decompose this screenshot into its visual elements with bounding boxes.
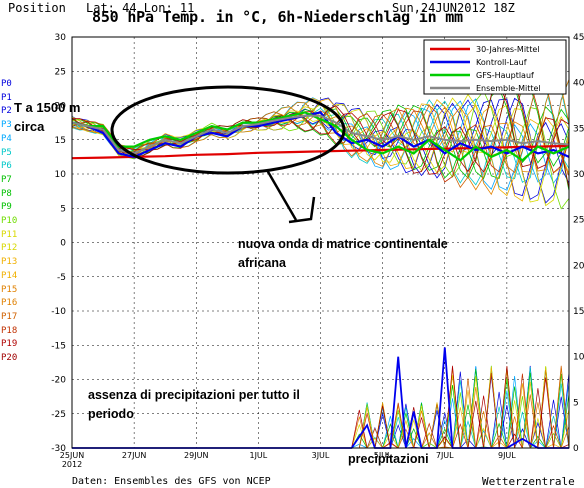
- y-left-tick-label: -5: [57, 273, 66, 283]
- y-left-tick-label: 30: [55, 33, 67, 43]
- member-label: P18: [1, 325, 18, 336]
- y-left-tick-label: 25: [55, 67, 66, 77]
- member-label: P1: [1, 92, 12, 103]
- x-tick-label: 1JUL: [249, 451, 267, 460]
- annotation-t1500: T a 1500 m: [14, 100, 81, 115]
- x-tick-label: 9JUL: [498, 451, 516, 460]
- chart-title: 850 hPa Temp. in °C, 6h-Niederschlag in …: [92, 8, 463, 26]
- y-right-tick-label: 40: [573, 79, 584, 89]
- header-lat-lon: Lat: 44 Lon: 11: [86, 1, 195, 15]
- footer-source: Daten: Ensembles des GFS von NCEP: [72, 476, 271, 487]
- ensemble-member-line: [71, 77, 570, 189]
- ensemble-member-line: [71, 78, 570, 184]
- member-label: P12: [1, 243, 18, 254]
- member-label: P19: [1, 339, 18, 350]
- x-tick-label: 27JUN: [122, 451, 146, 460]
- member-label: P10: [1, 216, 18, 227]
- series-line-gfs-hauptlauf: [71, 111, 570, 162]
- footer-brand: Wetterzentrale: [482, 475, 575, 488]
- y-left-ticks: 30 25 20 15 10 5 0 -5 -10 -15 -20 -25 -30: [51, 33, 66, 454]
- x-tick-label: 5JUL: [374, 451, 392, 460]
- member-label: P7: [1, 174, 12, 185]
- legend-label: 30-Jahres-Mittel: [476, 45, 539, 54]
- x-tick-label: 25JUN: [60, 451, 84, 460]
- member-label: P3: [1, 120, 12, 131]
- member-label: P13: [1, 257, 18, 268]
- member-label: P14: [1, 270, 18, 281]
- y-right-tick-label: 20: [573, 261, 584, 271]
- arrow-head: [288, 196, 316, 224]
- y-right-tick-label: 0: [573, 444, 579, 454]
- member-list: P0 P1 P2 P3 P4 P5 P6 P7 P8 P9 P10 P11 P12 P13 P14 P15 P1…: [0, 78, 22, 366]
- member-label: P9: [1, 202, 12, 213]
- member-label: P16: [1, 298, 18, 309]
- series-line-kontroll-lauf: [71, 111, 570, 159]
- y-right-tick-label: 35: [573, 124, 584, 134]
- y-left-tick-label: 15: [55, 136, 66, 146]
- series-line-ensemble-mittel: [71, 114, 570, 155]
- annotation-circa: circa: [14, 119, 45, 134]
- member-label: P6: [1, 161, 12, 172]
- member-label: P0: [1, 79, 12, 89]
- legend: 30-Jahres-Mittel Kontroll-Lauf GFS-Hauptla…: [423, 39, 567, 95]
- member-label: P2: [1, 106, 12, 117]
- header-date: Sun,24JUN2012 18Z: [392, 1, 515, 15]
- x-tick-label: 29JUN: [184, 451, 208, 460]
- annotation-noprecip: assenza di precipitazioni per tutto il: [88, 388, 300, 402]
- y-left-tick-label: -25: [51, 410, 66, 420]
- y-left-tick-label: 10: [55, 170, 67, 180]
- y-left-tick-label: -30: [51, 444, 66, 454]
- member-label: P11: [1, 229, 18, 240]
- legend-label: Kontroll-Lauf: [476, 58, 527, 67]
- y-left-tick-label: 20: [55, 102, 67, 112]
- member-label: P5: [1, 147, 12, 158]
- series-lines: [71, 111, 570, 162]
- y-right-tick-label: 15: [573, 307, 584, 317]
- y-left-tick-label: -20: [51, 376, 66, 386]
- member-label: P15: [1, 284, 18, 295]
- legend-label: Ensemble-Mittel: [476, 84, 541, 93]
- plot-frame: [71, 36, 570, 449]
- y-left-tick-label: 0: [60, 239, 66, 249]
- member-label: P4: [1, 133, 12, 144]
- y-right-tick-label: 10: [573, 353, 584, 363]
- ensemble-member-line: [71, 82, 570, 175]
- x-tick-label: 3JUL: [312, 451, 330, 460]
- annotation-wave: nuova onda di matrice continentale: [238, 237, 448, 251]
- y-right-ticks: 45 40 35 30 25 20 15 10 5 0: [573, 33, 584, 454]
- annotation-precip: precipitazioni: [348, 452, 429, 466]
- legend-label: GFS-Hauptlauf: [476, 71, 534, 80]
- annotation-noprecip2: periodo: [88, 407, 134, 421]
- y-right-tick-label: 25: [573, 216, 584, 226]
- header-position: Position: [8, 1, 66, 15]
- annotation-wave2: africana: [238, 256, 286, 270]
- arrow-line: [265, 169, 298, 221]
- x-tick-label: 2012: [62, 460, 82, 469]
- y-left-tick-label: -15: [51, 341, 66, 351]
- y-right-tick-label: 5: [573, 398, 579, 408]
- y-left-tick-label: -10: [51, 307, 66, 317]
- member-label: P17: [1, 311, 18, 322]
- y-left-tick-label: 5: [60, 204, 66, 214]
- y-right-tick-label: 30: [573, 170, 584, 180]
- highlight-ellipse: [110, 85, 346, 175]
- member-label: P8: [1, 188, 12, 199]
- y-right-tick-label: 45: [573, 33, 584, 43]
- member-precip-line: [72, 372, 569, 449]
- x-tick-label: 7JUL: [436, 451, 454, 460]
- member-label: P20: [1, 353, 18, 364]
